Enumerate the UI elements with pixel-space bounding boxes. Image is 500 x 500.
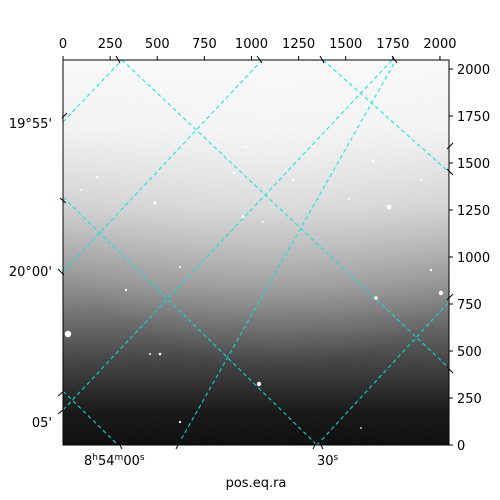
world-tick-5 xyxy=(117,440,123,450)
star-4 xyxy=(153,201,157,205)
ra-tick-label-1: 8h54m00s xyxy=(84,453,145,469)
world-tick-2 xyxy=(59,197,67,204)
x-axis-title: pos.eq.ra xyxy=(226,476,287,491)
top-tick-label-5: 1250 xyxy=(282,37,315,52)
right-tick-label-2: 500 xyxy=(457,345,482,360)
world-tick-11 xyxy=(319,55,325,64)
top-tick-label-1: 250 xyxy=(98,37,123,52)
grid-line-7 xyxy=(63,60,393,411)
world-tick-6 xyxy=(175,440,181,450)
world-tick-10 xyxy=(256,55,263,64)
world-tick-4 xyxy=(57,408,65,415)
world-tick-15 xyxy=(446,142,454,150)
star-2 xyxy=(438,290,444,296)
grid-line-5 xyxy=(322,60,449,173)
right-tick-label-4: 1000 xyxy=(457,251,490,266)
star-0 xyxy=(64,330,72,338)
world-tick-14 xyxy=(446,366,454,374)
dec-tick-label-1: 19°55' xyxy=(9,117,52,132)
star-16 xyxy=(226,156,228,158)
star-12 xyxy=(262,221,264,223)
world-tick-7 xyxy=(312,440,318,450)
top-tick-label-0: 0 xyxy=(59,37,67,52)
star-21 xyxy=(80,189,82,191)
star-20 xyxy=(419,178,423,182)
dec-tick-label-2: 20°00' xyxy=(9,265,52,280)
star-11 xyxy=(149,353,151,355)
world-tick-9 xyxy=(115,55,121,64)
stars-layer xyxy=(64,145,444,429)
star-3 xyxy=(371,159,375,163)
star-14 xyxy=(429,268,433,272)
sky-image xyxy=(63,60,449,445)
world-tick-16 xyxy=(446,293,454,301)
grid-line-8 xyxy=(316,301,449,445)
top-tick-label-8: 2000 xyxy=(423,37,456,52)
right-tick-label-3: 750 xyxy=(457,298,482,313)
grid-line-0 xyxy=(63,60,123,123)
world-tick-12 xyxy=(391,55,398,64)
star-6 xyxy=(256,381,262,387)
ra-tick-label-2: 30s xyxy=(317,453,339,469)
star-15 xyxy=(244,145,248,149)
plot-frame xyxy=(62,59,450,446)
grid-line-3 xyxy=(63,196,318,445)
star-5 xyxy=(241,215,245,219)
top-tick-label-7: 1750 xyxy=(376,37,409,52)
star-22 xyxy=(178,420,182,424)
star-9 xyxy=(95,175,99,179)
star-23 xyxy=(360,427,362,429)
world-tick-1 xyxy=(57,268,65,276)
star-7 xyxy=(374,296,378,300)
top-tick-label-2: 500 xyxy=(145,37,170,52)
right-tick-label-1: 250 xyxy=(457,392,482,407)
world-axis-ticks xyxy=(57,55,454,450)
right-tick-label-5: 1250 xyxy=(457,204,490,219)
star-19 xyxy=(124,288,128,292)
grid-line-6 xyxy=(177,60,397,445)
world-tick-13 xyxy=(446,168,454,176)
star-18 xyxy=(179,266,181,268)
top-tick-label-3: 750 xyxy=(192,37,217,52)
world-tick-3 xyxy=(57,390,65,397)
right-tick-label-8: 2000 xyxy=(457,63,490,78)
world-tick-8 xyxy=(318,440,324,450)
star-13 xyxy=(291,178,295,182)
star-8 xyxy=(232,171,236,175)
star-17 xyxy=(348,198,350,200)
top-tick-label-6: 1500 xyxy=(329,37,362,52)
right-tick-label-6: 1500 xyxy=(457,157,490,172)
grid-line-4 xyxy=(63,390,119,445)
star-10 xyxy=(158,352,162,356)
world-tick-0 xyxy=(61,112,68,119)
dec-tick-label-3: 05' xyxy=(32,416,52,431)
coordinate-grid xyxy=(63,60,449,445)
star-1 xyxy=(386,204,392,210)
right-pixel-axis: 0 250 500 750 1000 1250 1500 1750 2000 xyxy=(449,63,490,454)
right-tick-label-7: 1750 xyxy=(457,110,490,125)
top-pixel-axis: 0 250 500 750 1000 1250 1500 1750 2000 xyxy=(59,37,457,60)
grid-line-2 xyxy=(121,60,449,369)
top-tick-label-4: 1000 xyxy=(235,37,268,52)
right-tick-label-0: 0 xyxy=(457,439,465,454)
